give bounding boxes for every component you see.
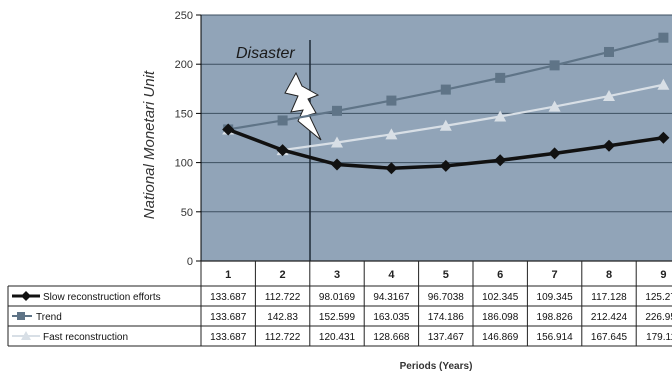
y-tick-label: 250 [175,10,193,22]
series-lines [222,32,670,175]
table-cell: 133.687 [210,332,247,343]
table-cell: 128.668 [373,332,410,343]
table-cell: 112.722 [265,332,301,343]
disaster-label: Disaster [236,45,295,62]
x-category-label: 2 [280,269,286,281]
point-trend-4 [386,95,397,106]
table-cell: 109.345 [537,292,574,303]
point-slow-reconstruction-efforts-4 [385,162,398,175]
table-cell: 133.687 [210,292,247,303]
gridlines [201,14,672,213]
table-cell: 156.914 [537,332,574,343]
point-slow-reconstruction-efforts-2 [276,144,289,157]
table-cell: 179.111 [646,332,672,343]
table-cell: 125.279 [645,292,672,303]
table-cell: 142.83 [267,312,298,323]
table-cell: 96.7038 [428,292,465,303]
y-tick-label: 200 [175,59,193,71]
point-slow-reconstruction-efforts-1 [222,123,235,136]
y-axis-ticks: 0 50 100 150 200 250 [175,10,202,268]
y-tick-label: 150 [175,108,193,120]
legend-label-fast-reconstruction: Fast reconstruction [43,332,128,343]
point-slow-reconstruction-efforts-3 [331,158,343,171]
table-cell: 120.431 [319,332,356,343]
legend-key-marker [21,291,31,301]
y-tick-label: 0 [187,256,193,268]
table-cell: 163.035 [373,312,410,323]
data-table: 1 2 3 4 5 6 7 8 9 Slow reconstruction efforts 133.… [7,260,672,347]
point-trend-8 [604,46,614,57]
x-category-label: 5 [443,269,449,281]
point-fast-reconstruction-3 [331,136,343,148]
x-category-label: 1 [225,269,231,281]
legend-label-slow-reconstruction-efforts: Slow reconstruction efforts [43,292,161,303]
lightning-bolt-icon [284,71,322,141]
point-trend-7 [549,60,560,71]
x-category-label: 6 [497,269,503,281]
point-fast-reconstruction-9 [657,78,670,90]
table-cell: 94.3167 [373,292,410,303]
table-cell: 186.098 [482,312,519,323]
point-slow-reconstruction-efforts-9 [657,131,670,144]
point-trend-9 [658,32,669,43]
table-cell: 212.424 [591,312,628,323]
y-tick-label: 100 [175,158,193,170]
table-cell: 226.952 [645,312,672,323]
table-cell: 133.687 [210,312,247,323]
table-cell: 117.128 [591,292,627,303]
point-fast-reconstruction-7 [548,100,561,112]
legend-key-marker [21,331,31,340]
table-cell: 146.869 [482,332,519,343]
y-axis-title: National Monetari Unit [141,70,158,219]
x-category-label: 7 [552,269,558,281]
point-trend-3 [332,105,342,116]
table-cell: 137.467 [428,332,465,343]
table-cell: 174.186 [428,312,465,323]
x-axis-title: Periods (Years) [400,361,473,372]
legend-label-trend: Trend [36,312,62,323]
point-trend-6 [495,72,506,83]
x-category-label: 3 [334,269,340,281]
table-cell: 98.0169 [319,292,356,303]
point-slow-reconstruction-efforts-5 [439,159,452,172]
table-cell: 152.599 [319,312,356,323]
table-cell: 198.826 [537,312,574,323]
point-fast-reconstruction-8 [603,90,615,102]
point-fast-reconstruction-5 [439,119,452,131]
point-slow-reconstruction-efforts-8 [603,139,615,152]
point-fast-reconstruction-4 [385,128,398,140]
table-cell: 167.645 [591,332,628,343]
point-fast-reconstruction-6 [494,110,507,122]
point-slow-reconstruction-efforts-7 [548,147,561,160]
point-trend-5 [440,84,451,95]
y-tick-label: 50 [181,207,193,219]
x-category-label: 4 [388,269,395,281]
legend-key-marker [17,312,25,320]
point-trend-2 [277,115,288,126]
table-cell: 102.345 [482,292,519,303]
point-slow-reconstruction-efforts-6 [494,154,507,167]
x-category-label: 9 [660,269,666,281]
x-category-label: 8 [606,269,612,281]
table-cell: 112.722 [265,292,301,303]
